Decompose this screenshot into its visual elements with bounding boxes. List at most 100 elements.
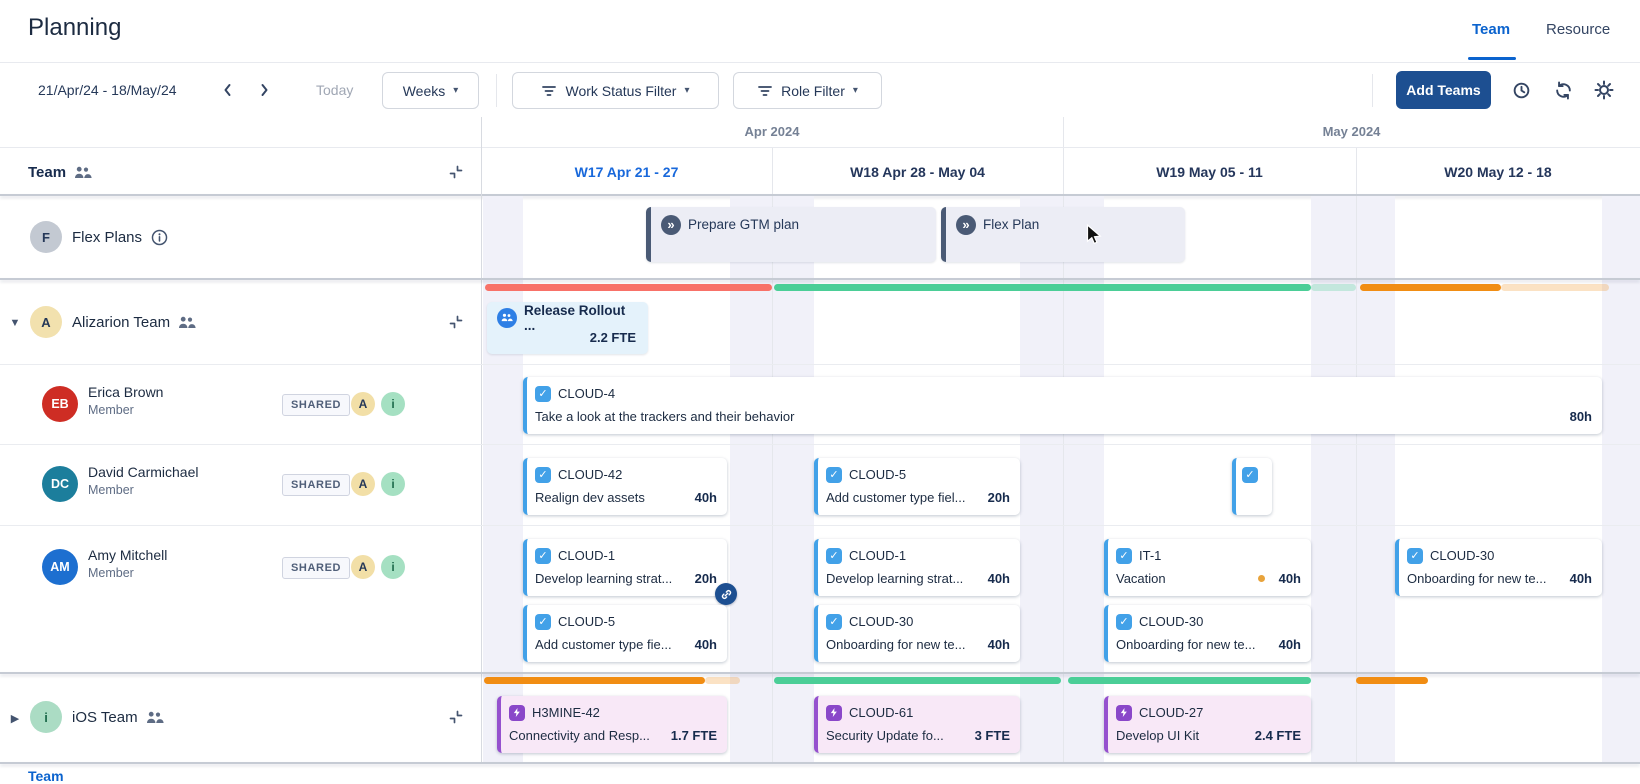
task-card[interactable]: ✓ CLOUD-30 Onboarding for new te... 40h <box>1104 605 1311 662</box>
flex-plan-card[interactable]: » Prepare GTM plan <box>646 207 936 262</box>
task-card[interactable]: ✓ CLOUD-30 Onboarding for new te... 40h <box>814 605 1020 662</box>
next-period-button[interactable] <box>250 76 278 104</box>
today-button[interactable]: Today <box>316 82 354 98</box>
collapse-icon <box>448 314 464 330</box>
flex-plans-label: Flex Plans <box>72 228 143 246</box>
tab-team[interactable]: Team <box>1472 21 1511 38</box>
toolbar-divider <box>1372 74 1373 107</box>
team-column-label: Team <box>28 163 67 181</box>
collapse-lane-button[interactable] <box>444 705 468 729</box>
epic-summary: Security Update fo... <box>826 728 944 743</box>
task-card[interactable]: ✓ CLOUD-30 Onboarding for new te... 40h <box>1395 539 1602 596</box>
task-summary: Onboarding for new te... <box>1116 637 1256 652</box>
member-info: Erica Brown Member <box>88 384 163 417</box>
task-summary: Onboarding for new te... <box>1407 571 1547 586</box>
avatar: AM <box>42 549 78 585</box>
people-icon <box>74 166 92 179</box>
capacity-bar-green-faded <box>1311 284 1356 291</box>
task-check-icon: ✓ <box>826 466 842 483</box>
page-title: Planning <box>28 14 122 41</box>
month-header-may: May 2024 <box>1322 124 1381 139</box>
epic-card[interactable]: CLOUD-61 Security Update fo... 3 FTE <box>814 696 1020 753</box>
interval-select[interactable]: Weeks ▾ <box>382 72 479 109</box>
epic-card[interactable]: H3MINE-42 Connectivity and Resp... 1.7 F… <box>497 696 727 753</box>
collapse-icon <box>448 709 464 725</box>
chevron-down-icon: ▾ <box>852 84 858 96</box>
release-rollout-card[interactable]: Release Rollout ... 2.2 FTE <box>487 302 648 354</box>
warning-dot-icon <box>1257 575 1265 582</box>
member-name: Amy Mitchell <box>88 547 168 563</box>
task-summary: Develop learning strat... <box>535 571 673 586</box>
team-a-badge: A <box>351 472 375 496</box>
member-role: Member <box>88 483 134 497</box>
capacity-bar-orange-faded <box>1501 284 1609 291</box>
shared-badge: SHARED <box>282 557 351 579</box>
task-summary: Vacation <box>1116 571 1166 586</box>
epic-key: CLOUD-27 <box>1139 705 1204 720</box>
bolt-icon <box>826 704 842 721</box>
dependency-link-badge[interactable] <box>715 583 737 605</box>
alizarion-team-label: Alizarion Team <box>72 313 171 331</box>
task-key: CLOUD-5 <box>558 614 616 629</box>
task-card[interactable]: ✓ CLOUD-4 Take a look at the trackers an… <box>523 377 1602 434</box>
people-icon <box>146 711 164 724</box>
row-separator <box>0 444 1640 445</box>
flex-plan-title: Prepare GTM plan <box>688 217 800 232</box>
gear-icon <box>1594 80 1614 100</box>
flex-plan-card[interactable]: » Flex Plan <box>941 207 1185 262</box>
ios-row-header: iOS Team <box>72 672 164 762</box>
clock-icon <box>1512 81 1531 100</box>
task-card[interactable]: ✓ CLOUD-5 Add customer type fie... 40h <box>523 605 727 662</box>
release-card-title: Release Rollout ... <box>524 302 626 333</box>
partial-team-tab[interactable]: Team <box>28 768 64 784</box>
task-key: CLOUD-5 <box>849 467 907 482</box>
work-status-filter-label: Work Status Filter <box>565 82 677 99</box>
info-button[interactable] <box>150 228 168 246</box>
task-hours: 40h <box>1278 637 1301 652</box>
collapse-lane-button[interactable] <box>444 310 468 334</box>
team-people-icon <box>497 307 517 328</box>
task-card[interactable]: ✓ CLOUD-1 Develop learning strat... 40h <box>814 539 1020 596</box>
settings-button[interactable] <box>1591 77 1617 103</box>
task-check-icon: ✓ <box>1407 547 1423 564</box>
epic-card[interactable]: CLOUD-27 Develop UI Kit 2.4 FTE <box>1104 696 1311 753</box>
flex-plan-title: Flex Plan <box>983 217 1040 232</box>
capacity-bar-green <box>774 284 1311 291</box>
member-name: David Carmichael <box>88 464 199 480</box>
week-divider <box>772 148 773 196</box>
task-card-collapsed[interactable]: ✓ <box>1232 458 1272 515</box>
task-card[interactable]: ✓ IT-1 Vacation 40h <box>1104 539 1311 596</box>
avatar: i <box>30 701 62 733</box>
task-card[interactable]: ✓ CLOUD-5 Add customer type fiel... 20h <box>814 458 1020 515</box>
week-gridline <box>1063 196 1064 762</box>
month-header-apr: Apr 2024 <box>744 124 800 139</box>
history-button[interactable] <box>1508 77 1534 103</box>
add-teams-button[interactable]: Add Teams <box>1396 71 1491 109</box>
member-role: Member <box>88 566 134 580</box>
chevron-down-icon: ▾ <box>684 84 690 96</box>
prev-period-button[interactable] <box>214 76 242 104</box>
capacity-bar-orange <box>484 677 705 684</box>
capacity-bar-orange-faded <box>705 677 740 684</box>
info-icon <box>151 229 168 246</box>
refresh-icon <box>1554 81 1573 100</box>
task-key: CLOUD-1 <box>558 548 616 563</box>
tab-resource[interactable]: Resource <box>1546 21 1611 38</box>
task-check-icon: ✓ <box>826 613 842 630</box>
task-hours: 40h <box>1569 571 1592 586</box>
refresh-button[interactable] <box>1550 77 1576 103</box>
week-header-w17: W17 Apr 21 - 27 <box>574 164 679 180</box>
collapse-team-caret[interactable]: ▼ <box>6 314 24 332</box>
role-filter-button[interactable]: Role Filter ▾ <box>733 72 882 109</box>
task-card[interactable]: ✓ CLOUD-42 Realign dev assets 40h <box>523 458 727 515</box>
work-status-filter-button[interactable]: Work Status Filter ▾ <box>512 72 719 109</box>
mouse-cursor <box>1086 224 1104 248</box>
task-hours: 40h <box>987 571 1010 586</box>
task-card[interactable]: ✓ CLOUD-1 Develop learning strat... 20h <box>523 539 737 605</box>
expand-team-caret[interactable]: ▶ <box>6 709 24 727</box>
task-key: CLOUD-42 <box>558 467 623 482</box>
epic-key: H3MINE-42 <box>532 705 600 720</box>
collapse-panel-button[interactable] <box>444 160 468 184</box>
task-check-icon: ✓ <box>535 385 551 402</box>
